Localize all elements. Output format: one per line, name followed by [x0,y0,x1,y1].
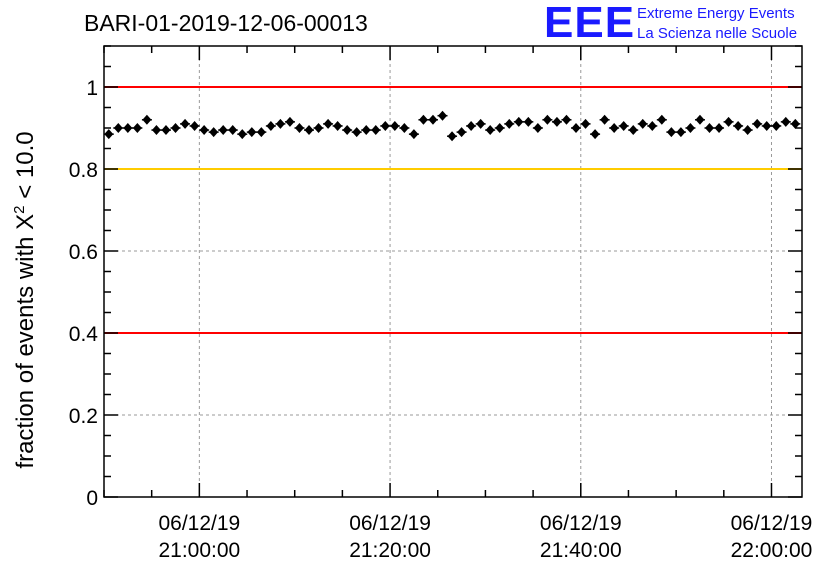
data-point [209,127,219,138]
data-point [361,125,371,136]
logo-line-2: La Scienza nelle Scuole [637,25,798,42]
x-tick-time: 21:00:00 [158,539,240,562]
data-point [352,127,362,138]
data-point [104,129,114,140]
y-tick-label: 0.6 [69,241,98,264]
data-point [781,116,791,127]
data-point [285,116,295,127]
data-point [418,114,428,125]
data-point [275,118,285,129]
data-point [609,123,619,133]
data-point [590,129,600,140]
data-point [790,118,800,129]
reference-lines [104,86,802,334]
tick-labels: 0 0.2 0.4 0.6 0.8 1 06/12/19 21:00:00 06/12/19 21… [69,77,813,562]
y-tick-label: 1 [86,77,98,100]
data-point [647,120,657,131]
data-point [323,118,333,129]
data-point [504,118,514,129]
data-point [733,120,743,131]
data-point [123,123,133,133]
data-point [561,114,571,125]
data-point [228,125,238,136]
logo-line-1: Extreme Energy Events [637,5,795,22]
data-point [256,127,266,138]
x-tick-date: 06/12/19 [731,512,813,535]
data-point [676,127,686,138]
y-tick-label: 0.2 [69,405,98,428]
data-point [142,114,152,125]
data-point [619,120,629,131]
plot-frame [103,45,803,498]
data-point [342,125,352,136]
data-point [657,114,667,125]
data-point [628,125,638,136]
data-point [638,118,648,129]
data-point [705,123,715,133]
data-point [523,116,533,127]
data-point [542,114,552,125]
data-point [552,116,562,127]
data-point [390,120,400,131]
data-point [762,120,772,131]
data-point [190,120,200,131]
x-tick-time: 21:40:00 [540,539,622,562]
data-point [495,123,505,133]
data-point [218,125,228,136]
data-point [247,127,257,138]
data-point [409,129,419,140]
data-point [199,125,209,136]
x-tick-date: 06/12/19 [158,512,240,535]
data-point [399,123,409,133]
y-tick-label: 0.8 [69,159,98,182]
y-tick-label: 0.4 [69,323,99,346]
data-point [724,116,734,127]
x-tick-time: 22:00:00 [731,539,813,562]
data-point [161,125,171,136]
logo-mark: EEE [544,0,636,47]
data-point [304,125,314,136]
data-point [581,118,591,129]
y-axis-label: fraction of events with X2 < 10.0 [11,131,39,468]
y-tick-label: 0 [86,487,98,510]
data-point [447,131,457,142]
data-point [171,123,181,133]
x-tick-date: 06/12/19 [349,512,431,535]
data-points [103,110,801,142]
data-point [533,123,543,133]
data-point [266,120,276,131]
data-point [695,114,705,125]
data-point [466,120,476,131]
data-point [476,118,486,129]
x-tick-date: 06/12/19 [540,512,622,535]
x-tick-time: 21:20:00 [349,539,431,562]
data-point [514,116,524,127]
data-point [333,120,343,131]
data-point [113,123,123,133]
data-point [132,123,142,133]
data-point [600,114,610,125]
data-point [457,127,467,138]
data-point [371,125,381,136]
axes [103,45,803,498]
data-point [571,123,581,133]
grid-lines [104,46,802,497]
data-point [294,123,304,133]
data-point [380,120,390,131]
data-point [685,123,695,133]
data-point [151,125,161,136]
data-point [180,118,190,129]
data-point [237,129,247,140]
data-point [743,125,753,136]
data-point [438,110,448,121]
data-point [752,118,762,129]
data-point [771,120,781,131]
data-point [666,127,676,138]
data-point [314,123,324,133]
chart-title: BARI-01-2019-12-06-00013 [84,10,368,36]
data-point [485,125,495,136]
data-point [714,123,724,133]
data-point [428,114,438,125]
